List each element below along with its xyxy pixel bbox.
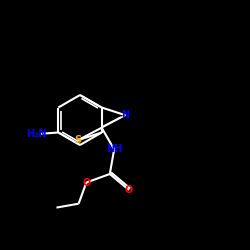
- Text: H₂N: H₂N: [26, 129, 46, 139]
- Text: S: S: [74, 135, 82, 145]
- Text: NH: NH: [106, 144, 122, 154]
- Text: N: N: [121, 110, 130, 120]
- Text: O: O: [82, 178, 90, 188]
- Text: O: O: [125, 185, 133, 195]
